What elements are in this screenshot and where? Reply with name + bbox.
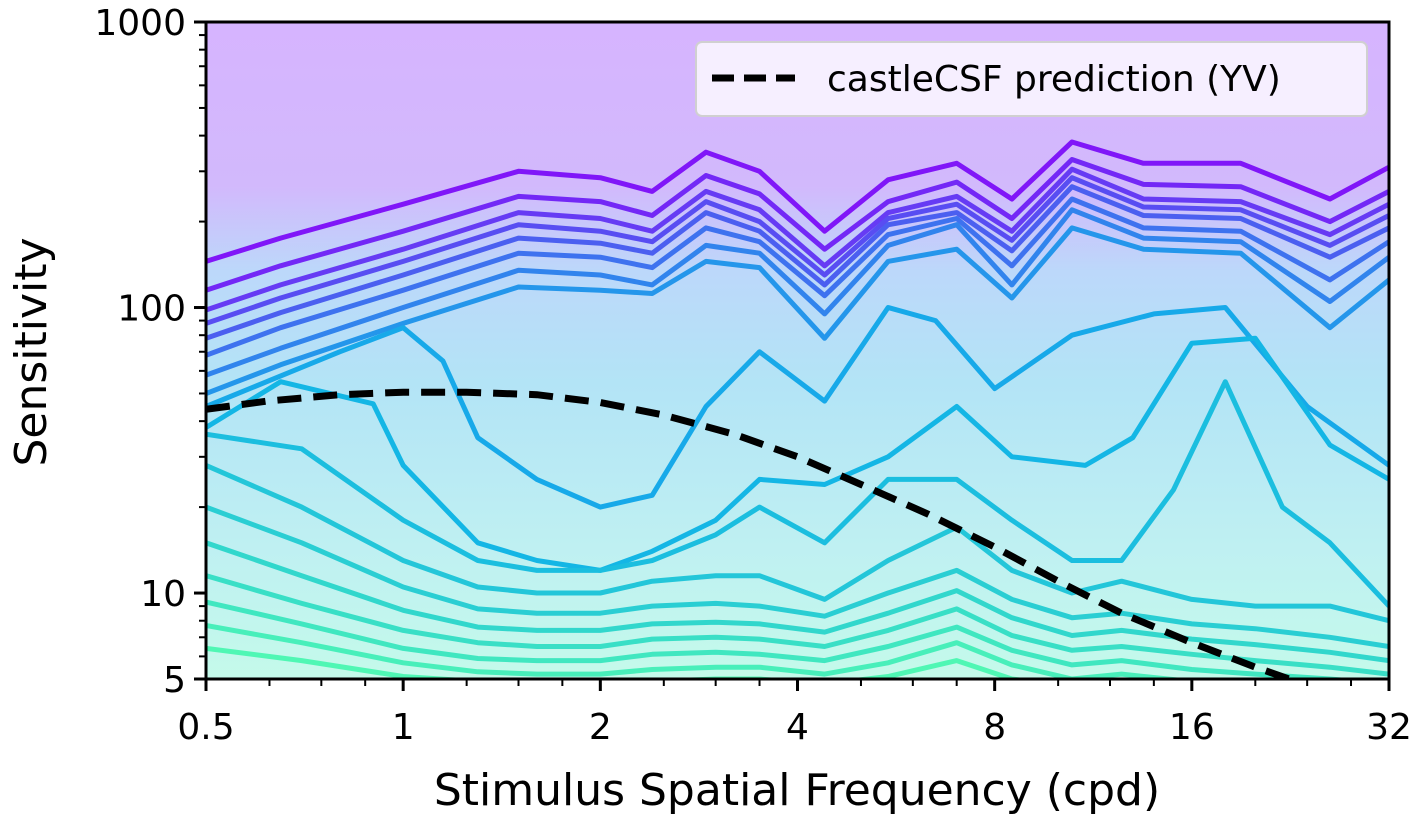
contour-line	[206, 573, 1389, 677]
y-axis-label: Sensitivity	[6, 237, 57, 466]
contour-line	[206, 335, 1389, 573]
x-tick-label: 4	[786, 707, 809, 748]
contour-line	[206, 623, 1192, 679]
contour-line	[206, 504, 1389, 649]
x-tick-label: 1	[392, 707, 415, 748]
contour-line	[206, 463, 1389, 624]
contour-line	[206, 540, 1389, 664]
contour-line	[206, 139, 1389, 264]
contour-line	[206, 166, 1389, 313]
y-tick-label: 10	[140, 574, 186, 615]
ticks-layer: 0.5 1 2 4 8 16 32 5 10 100 1000	[94, 3, 1412, 748]
x-tick-label: 32	[1366, 707, 1412, 748]
contour-line	[206, 225, 1389, 396]
legend-box	[695, 41, 1368, 117]
x-tick-label: 0.5	[177, 707, 234, 748]
contour-line	[206, 157, 1389, 293]
plot-background	[206, 22, 1389, 679]
y-tick-label: 1000	[94, 3, 186, 44]
x-tick-label: 2	[589, 707, 612, 748]
contour-line	[206, 379, 1389, 608]
x-tick-label: 8	[983, 707, 1006, 748]
legend: castleCSF prediction (YV)	[695, 41, 1368, 117]
contour-line	[206, 196, 1389, 358]
contour-line	[206, 175, 1389, 326]
contour-line	[206, 184, 1389, 341]
contour-line	[206, 305, 1389, 510]
x-tick-label: 16	[1169, 707, 1215, 748]
contour-layer	[206, 139, 1389, 679]
contour-line	[206, 207, 1389, 378]
y-tick-label: 100	[117, 289, 186, 330]
y-tick-label: 5	[163, 660, 186, 701]
x-axis-label: Stimulus Spatial Frequency (cpd)	[434, 765, 1160, 816]
legend-label-castlecsf: castleCSF prediction (YV)	[827, 59, 1281, 100]
series-layer	[206, 388, 1300, 679]
contour-line	[206, 599, 1359, 679]
prediction-line	[206, 388, 1300, 679]
